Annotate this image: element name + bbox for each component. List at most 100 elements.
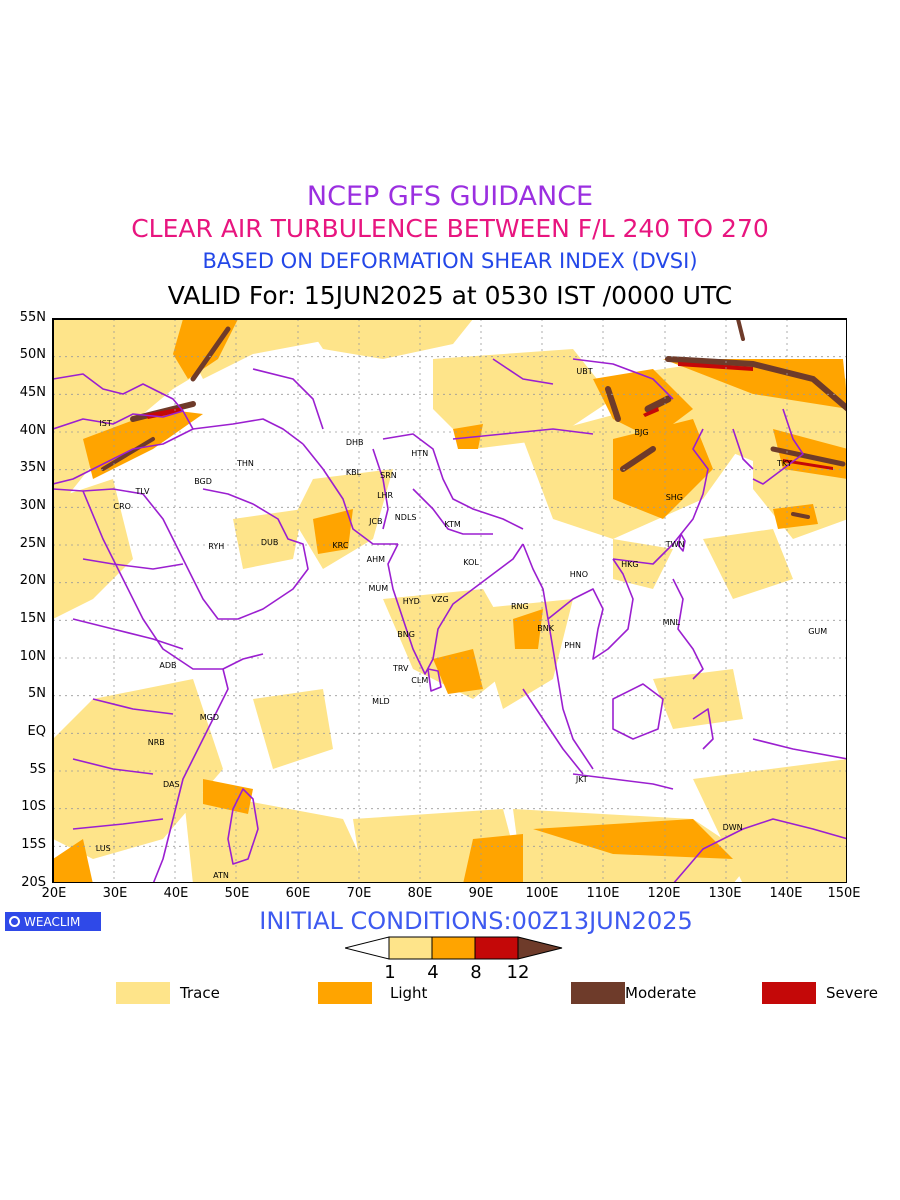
lat-label-eq: EQ: [27, 724, 46, 739]
lat-label-50n: 50N: [19, 347, 46, 362]
station-kol: KOL: [463, 558, 479, 568]
station-hkg: HKG: [621, 560, 639, 570]
cbar-above-12: [517, 936, 563, 960]
lat-label-10n: 10N: [19, 649, 46, 664]
lon-label-70e: 70E: [346, 886, 372, 901]
lat-label-20s: 20S: [21, 875, 46, 890]
station-ktm: KTM: [444, 519, 461, 529]
cbar-severe: [474, 936, 519, 960]
station-dwn: DWN: [722, 822, 743, 832]
lat-label-15s: 15S: [21, 837, 46, 852]
lon-label-90e: 90E: [468, 886, 494, 901]
legend-moderate-swatch: [571, 982, 625, 1004]
lat-label-15n: 15N: [19, 611, 46, 626]
logo-circle-icon: [9, 916, 20, 927]
lat-label-25n: 25N: [19, 536, 46, 551]
lat-label-10s: 10S: [21, 799, 46, 814]
map-canvas: [53, 319, 846, 882]
station-jcb: JCB: [369, 517, 383, 527]
station-twn: TWN: [665, 540, 685, 549]
station-lus: LUS: [95, 844, 111, 854]
lat-label-5s: 5S: [29, 762, 46, 777]
station-adb: ADB: [159, 660, 177, 670]
lon-label-60e: 60E: [285, 886, 311, 901]
station-tlv: TLV: [135, 486, 150, 496]
weaclim-logo: WEACLIM: [5, 912, 101, 931]
lon-label-130e: 130E: [708, 886, 742, 901]
lon-label-20e: 20E: [41, 886, 67, 901]
station-ist: IST: [99, 419, 112, 429]
station-mum: MUM: [368, 584, 389, 594]
method-subtitle: BASED ON DEFORMATION SHEAR INDEX (DVSI): [202, 249, 698, 273]
station-trv: TRV: [392, 664, 409, 674]
lon-label-30e: 30E: [102, 886, 128, 901]
lon-label-100e: 100E: [525, 886, 559, 901]
valid-time: VALID For: 15JUN2025 at 0530 IST /0000 U…: [167, 281, 733, 310]
color-bar: [345, 936, 563, 960]
station-shg: SHG: [665, 493, 683, 503]
cbar-tick-8: 8: [470, 962, 482, 983]
lat-label-20n: 20N: [19, 573, 46, 588]
station-srn: SRN: [380, 471, 397, 481]
lat-label-40n: 40N: [19, 423, 46, 438]
station-atn: ATN: [213, 870, 229, 880]
chart-title: NCEP GFS GUIDANCE: [306, 181, 594, 212]
coastlines: [53, 358, 846, 882]
brand-text: WEACLIM: [24, 914, 81, 929]
station-thn: THN: [237, 459, 254, 469]
lat-label-45n: 45N: [19, 385, 46, 400]
station-krc: KRC: [332, 540, 349, 550]
cbar-tick-12: 12: [506, 962, 530, 983]
lat-label-55n: 55N: [19, 310, 46, 325]
legend-severe-label: Severe: [826, 984, 878, 1002]
station-hyd: HYD: [402, 597, 420, 607]
station-mgd: MGD: [199, 713, 219, 723]
station-htn: HTN: [411, 448, 429, 458]
station-bng: BNG: [397, 630, 415, 640]
station-rng: RNG: [510, 601, 529, 611]
cbar-tick-1: 1: [384, 962, 396, 983]
lon-label-150e: 150E: [827, 886, 861, 901]
graticule: [53, 319, 846, 882]
legend-light-swatch: [318, 982, 372, 1004]
station-ubt: UBT: [576, 367, 593, 377]
initial-conditions: INITIAL CONDITIONS:00Z13JUN2025: [259, 907, 693, 935]
station-dub: DUB: [260, 538, 279, 548]
station-ndls: NDLS: [394, 512, 417, 522]
trace-areas: [53, 319, 846, 882]
station-mnl: MNL: [662, 618, 680, 628]
lon-label-50e: 50E: [224, 886, 250, 901]
station-dhb: DHB: [345, 437, 364, 447]
station-clm: CLM: [411, 676, 429, 686]
station-cro: CRO: [113, 502, 131, 512]
station-gum: GUM: [808, 627, 828, 637]
lat-label-5n: 5N: [28, 686, 46, 701]
station-mld: MLD: [372, 696, 390, 706]
lon-label-120e: 120E: [647, 886, 681, 901]
legend-trace-swatch: [116, 982, 170, 1004]
station-tky: TKY: [777, 459, 792, 469]
cbar-below-1: [345, 936, 390, 960]
station-ryh: RYH: [208, 542, 225, 552]
station-das: DAS: [163, 779, 180, 789]
legend-moderate-label: Moderate: [625, 984, 697, 1002]
station-jkt: JKT: [575, 775, 588, 785]
station-bjg: BJG: [634, 427, 649, 437]
legend-severe-swatch: [762, 982, 816, 1004]
lon-label-80e: 80E: [407, 886, 433, 901]
lon-label-110e: 110E: [586, 886, 620, 901]
lat-label-30n: 30N: [19, 498, 46, 513]
turbulence-map: UBT IST BJG DHB HTN THN KBL SRN TKY BGD TLV LHR SHG C…: [52, 318, 847, 883]
station-nrb: NRB: [147, 738, 165, 748]
lat-label-35n: 35N: [19, 460, 46, 475]
station-vzg: VZG: [431, 594, 449, 604]
station-bgd: BGD: [194, 477, 212, 487]
cbar-trace: [388, 936, 433, 960]
station-hno: HNO: [569, 570, 588, 580]
station-kbl: KBL: [345, 468, 362, 478]
station-ahm: AHM: [366, 555, 386, 565]
legend-trace-label: Trace: [180, 984, 220, 1002]
legend-light-label: Light: [390, 984, 428, 1002]
cbar-light: [431, 936, 476, 960]
lon-label-40e: 40E: [163, 886, 189, 901]
